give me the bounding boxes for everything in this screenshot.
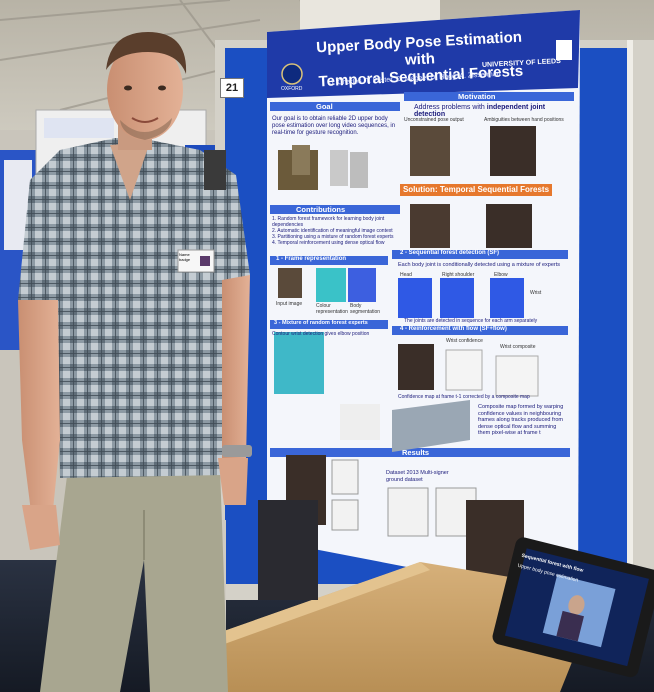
section-motivation: Motivation <box>458 92 496 101</box>
name-badge: Name badge <box>179 252 191 262</box>
motivation-caption-1: Unconstrained pose output <box>404 117 464 123</box>
contributions-text: 1. Random forest framework for learning … <box>272 216 394 246</box>
poster-header <box>267 10 580 98</box>
section-frame-representation: 1 - Frame representation <box>276 256 347 262</box>
sf-caption-2: Right shoulder <box>442 272 475 278</box>
frame-caption-1: Input image <box>276 301 303 307</box>
results-text: Dataset 2013 Multi-signer ground dataset <box>386 470 449 483</box>
sf-text: Each body joint is conditionally detecte… <box>398 262 561 268</box>
table <box>170 562 600 692</box>
sf-caption-4: Wrist <box>530 290 542 296</box>
poster-number: 21 <box>220 78 244 98</box>
oxford-logo-text: OXFORD <box>281 86 303 92</box>
oxford-crest <box>281 63 303 85</box>
section-reinforcement: 4 - Reinforcement with flow (SF+flow) <box>400 326 507 332</box>
section-contributions: Contributions <box>296 205 346 214</box>
poster-figures <box>274 126 539 580</box>
motivation-text-a: Address problems with <box>414 104 485 111</box>
sf-caption-1: Head <box>400 272 412 278</box>
flow-caption-2: Wrist composite <box>500 344 536 350</box>
frame-caption-2: Colour representation <box>316 303 348 315</box>
motivation-caption-2: Ambiguities between hand positions <box>484 117 564 123</box>
sf-caption-3: Elbow <box>494 272 508 278</box>
mixture-text: Contour wrist detection gives elbow posi… <box>272 331 370 337</box>
section-mixture: 3 - Mixture of random forest experts <box>274 320 368 326</box>
person <box>18 32 252 692</box>
section-sequential-forest: 2 - Sequential forest detection (SF) <box>400 250 500 256</box>
frame-caption-3: Body segmentation <box>350 303 381 315</box>
tablet <box>492 537 654 678</box>
section-goal: Goal <box>316 102 333 111</box>
sf-note: The joints are detected in sequence for … <box>404 318 538 324</box>
motivation-text: Address problems with independent joint … <box>414 104 574 118</box>
motivation-text-b: independent joint detection <box>414 104 546 118</box>
name-badge-shape <box>177 249 215 273</box>
flow-note: Confidence map at frame t-1 corrected by… <box>398 394 530 400</box>
goal-text: Our goal is to obtain reliable 2D upper … <box>272 116 396 136</box>
flow-caption-1: Wrist confidence <box>446 338 483 344</box>
composite-text: Composite map formed by warping confiden… <box>478 404 564 436</box>
solution-banner: Solution: Temporal Sequential Forests <box>400 184 552 196</box>
section-results: Results <box>402 448 430 457</box>
